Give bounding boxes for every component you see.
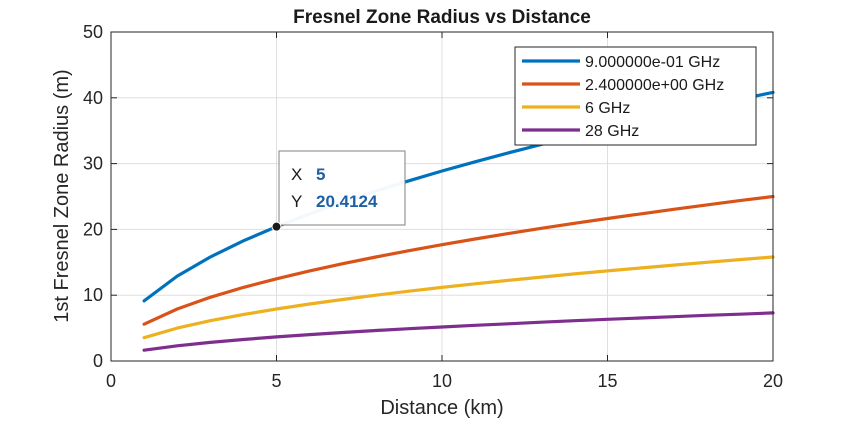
series-line-3: [142, 255, 775, 340]
data-tip-marker[interactable]: [271, 221, 282, 232]
series-line-2: [142, 194, 775, 326]
x-axis-label: Distance (km): [380, 397, 503, 419]
y-tick-label: 0: [93, 351, 103, 371]
legend-entry-label: 2.400000e+00 GHz: [585, 77, 724, 94]
data-tip-y-value: 20.4124: [316, 192, 378, 211]
data-tip-y-key: Y: [291, 192, 302, 211]
x-tick-label: 10: [432, 371, 452, 391]
y-axis-label: 1st Fresnel Zone Radius (m): [51, 69, 73, 322]
y-tick-label: 50: [83, 22, 103, 42]
data-tip-x-key: X: [291, 165, 302, 184]
x-tick-label: 0: [106, 371, 116, 391]
x-tick-label: 5: [271, 371, 281, 391]
y-tick-label: 30: [83, 154, 103, 174]
y-tick-label: 10: [83, 285, 103, 305]
legend-entry-label: 28 GHz: [585, 123, 639, 140]
x-tick-label: 20: [763, 371, 783, 391]
y-tick-label: 20: [83, 219, 103, 239]
axis-ticks: 0 5 10 15 20 0 10 20 30 40 50: [83, 22, 783, 391]
legend: 9.000000e-01 GHz 2.400000e+00 GHz 6 GHz 28 …: [514, 46, 757, 146]
legend-entry-label: 9.000000e-01 GHz: [585, 54, 720, 71]
chart-title: Fresnel Zone Radius vs Distance: [293, 7, 591, 28]
series-line-4: [142, 311, 775, 352]
x-tick-label: 15: [597, 371, 617, 391]
data-tip-x-value: 5: [316, 165, 325, 184]
legend-entry-label: 6 GHz: [585, 100, 630, 117]
data-tip-box: [278, 150, 406, 226]
y-tick-label: 40: [83, 88, 103, 108]
data-tip[interactable]: X 5Y 20.4124: [271, 150, 406, 232]
